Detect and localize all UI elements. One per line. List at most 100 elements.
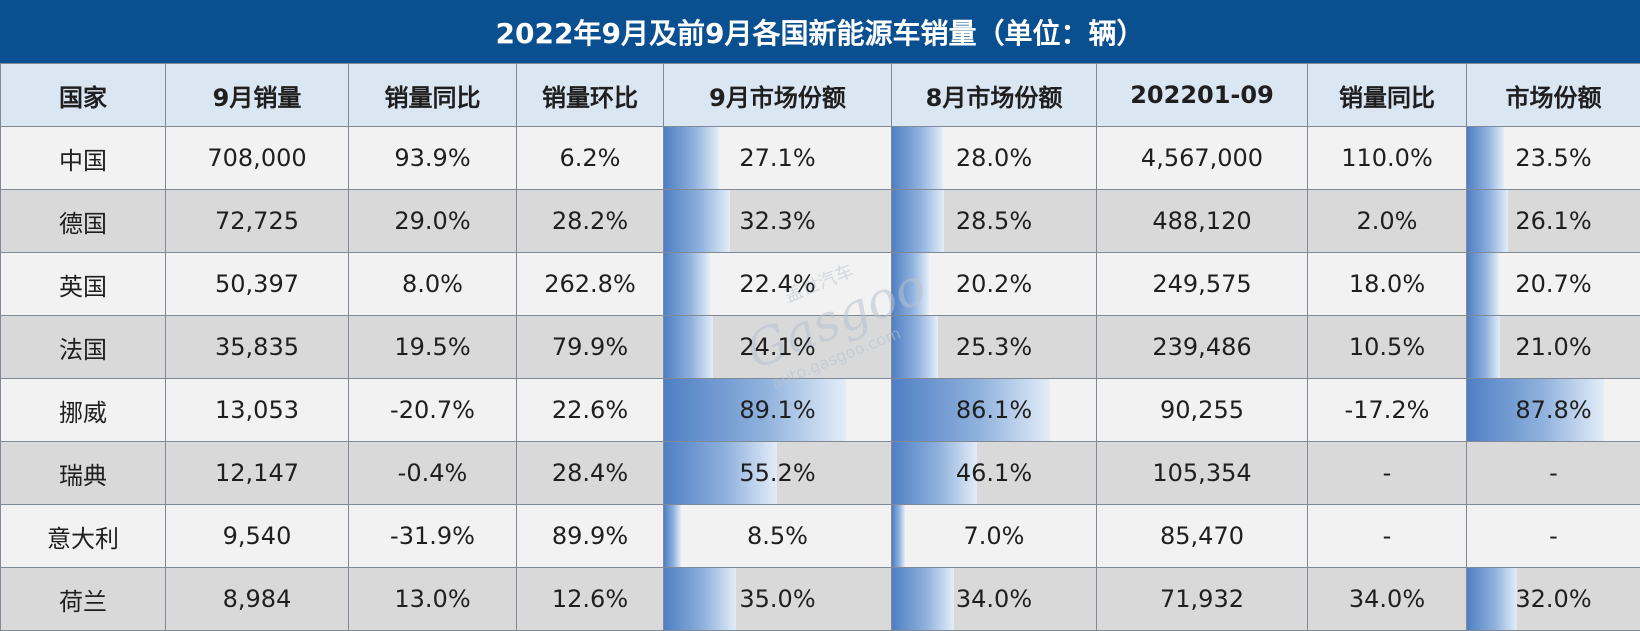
cell-sep-sales: 72,725 bbox=[165, 189, 349, 253]
share-value: 32.3% bbox=[739, 207, 816, 235]
cell-sep-sales: 50,397 bbox=[165, 252, 349, 316]
cell-ytd-sales: 105,354 bbox=[1096, 441, 1308, 505]
cell-aug-share: 86.1% bbox=[891, 378, 1097, 442]
cell-mom: 6.2% bbox=[516, 126, 664, 190]
cell-aug-share: 20.2% bbox=[891, 252, 1097, 316]
share-bar bbox=[892, 379, 1051, 441]
cell-mom: 262.8% bbox=[516, 252, 664, 316]
header-row: 国家 9月销量 销量同比 销量环比 9月市场份额 8月市场份额 202201-0… bbox=[0, 63, 1640, 127]
share-value: 8.5% bbox=[747, 522, 808, 550]
share-value: 28.0% bbox=[955, 144, 1033, 172]
share-value: 28.5% bbox=[955, 207, 1033, 235]
share-bar bbox=[892, 568, 955, 630]
share-value: 20.7% bbox=[1515, 270, 1592, 298]
cell-aug-share: 28.5% bbox=[891, 189, 1097, 253]
share-value: 24.1% bbox=[739, 333, 816, 361]
cell-ytd-yoy: 110.0% bbox=[1307, 126, 1467, 190]
share-bar bbox=[664, 127, 720, 189]
cell-ytd-sales: 71,932 bbox=[1096, 567, 1308, 631]
header-ytd-sales: 202201-09 bbox=[1096, 63, 1308, 127]
share-bar bbox=[892, 253, 930, 315]
cell-country: 法国 bbox=[0, 315, 166, 379]
share-bar bbox=[664, 505, 682, 567]
header-aug-share: 8月市场份额 bbox=[891, 63, 1097, 127]
share-bar bbox=[1467, 316, 1500, 378]
share-value: 87.8% bbox=[1515, 396, 1592, 424]
cell-ytd-sales: 249,575 bbox=[1096, 252, 1308, 316]
table-row: 挪威 13,053 -20.7% 22.6% 89.1% 86.1% 90,255 -17.2… bbox=[0, 378, 1640, 442]
share-value: 21.0% bbox=[1515, 333, 1592, 361]
cell-aug-share: 34.0% bbox=[891, 567, 1097, 631]
share-value: 20.2% bbox=[955, 270, 1033, 298]
share-bar bbox=[664, 316, 714, 378]
header-yoy: 销量同比 bbox=[348, 63, 517, 127]
share-bar bbox=[892, 442, 977, 504]
cell-aug-share: 46.1% bbox=[891, 441, 1097, 505]
header-mom: 销量环比 bbox=[516, 63, 664, 127]
cell-ytd-sales: 85,470 bbox=[1096, 504, 1308, 568]
cell-ytd-yoy: -17.2% bbox=[1307, 378, 1467, 442]
cell-ytd-sales: 239,486 bbox=[1096, 315, 1308, 379]
cell-sep-sales: 708,000 bbox=[165, 126, 349, 190]
share-value: 34.0% bbox=[955, 585, 1033, 613]
share-value: 23.5% bbox=[1515, 144, 1592, 172]
table-row: 法国 35,835 19.5% 79.9% 24.1% 25.3% 239,486 10.5%… bbox=[0, 315, 1640, 379]
cell-yoy: -20.7% bbox=[348, 378, 517, 442]
table-row: 瑞典 12,147 -0.4% 28.4% 55.2% 46.1% 105,354- - bbox=[0, 441, 1640, 505]
cell-ytd-share: 32.0% bbox=[1466, 567, 1640, 631]
cell-ytd-share: 23.5% bbox=[1466, 126, 1640, 190]
cell-yoy: 29.0% bbox=[348, 189, 517, 253]
share-bar bbox=[1467, 568, 1517, 630]
cell-mom: 22.6% bbox=[516, 378, 664, 442]
cell-ytd-share: 26.1% bbox=[1466, 189, 1640, 253]
table-row: 荷兰 8,984 13.0% 12.6% 35.0% 34.0% 71,932 34.0% 32… bbox=[0, 567, 1640, 631]
share-value: 46.1% bbox=[955, 459, 1033, 487]
cell-yoy: -0.4% bbox=[348, 441, 517, 505]
cell-ytd-yoy: 34.0% bbox=[1307, 567, 1467, 631]
table-row: 英国 50,397 8.0% 262.8% 22.4% 20.2% 249,575 18.0%… bbox=[0, 252, 1640, 316]
cell-sep-share: 27.1% bbox=[663, 126, 892, 190]
cell-ytd-share: - bbox=[1466, 504, 1640, 568]
cell-ytd-sales: 4,567,000 bbox=[1096, 126, 1308, 190]
share-value: 32.0% bbox=[1515, 585, 1592, 613]
header-sep-sales: 9月销量 bbox=[165, 63, 349, 127]
cell-sep-share: 24.1% bbox=[663, 315, 892, 379]
share-bar bbox=[664, 568, 736, 630]
cell-yoy: 13.0% bbox=[348, 567, 517, 631]
share-value: 22.4% bbox=[739, 270, 816, 298]
cell-mom: 28.2% bbox=[516, 189, 664, 253]
table-body: 中国 708,000 93.9% 6.2% 27.1% 28.0% 4,567,000 110… bbox=[0, 126, 1640, 631]
share-bar bbox=[892, 316, 939, 378]
share-bar bbox=[664, 442, 777, 504]
cell-ytd-share: - bbox=[1466, 441, 1640, 505]
share-bar bbox=[1467, 190, 1508, 252]
cell-ytd-share: 87.8% bbox=[1466, 378, 1640, 442]
share-value: 26.1% bbox=[1515, 207, 1592, 235]
share-bar bbox=[892, 505, 905, 567]
cell-country: 中国 bbox=[0, 126, 166, 190]
header-ytd-share: 市场份额 bbox=[1466, 63, 1640, 127]
cell-aug-share: 7.0% bbox=[891, 504, 1097, 568]
share-value: 27.1% bbox=[739, 144, 816, 172]
cell-sep-sales: 35,835 bbox=[165, 315, 349, 379]
share-bar bbox=[664, 253, 710, 315]
cell-aug-share: 28.0% bbox=[891, 126, 1097, 190]
cell-country: 挪威 bbox=[0, 378, 166, 442]
cell-country: 荷兰 bbox=[0, 567, 166, 631]
cell-sep-share: 32.3% bbox=[663, 189, 892, 253]
share-bar bbox=[664, 379, 847, 441]
share-value: 35.0% bbox=[739, 585, 816, 613]
cell-sep-share: 55.2% bbox=[663, 441, 892, 505]
cell-country: 英国 bbox=[0, 252, 166, 316]
cell-sep-share: 35.0% bbox=[663, 567, 892, 631]
cell-yoy: 8.0% bbox=[348, 252, 517, 316]
cell-mom: 79.9% bbox=[516, 315, 664, 379]
cell-aug-share: 25.3% bbox=[891, 315, 1097, 379]
cell-ytd-yoy: 10.5% bbox=[1307, 315, 1467, 379]
header-ytd-yoy: 销量同比 bbox=[1307, 63, 1467, 127]
cell-country: 意大利 bbox=[0, 504, 166, 568]
cell-ytd-sales: 488,120 bbox=[1096, 189, 1308, 253]
table-row: 德国 72,725 29.0% 28.2% 32.3% 28.5% 488,120 2.0% 2… bbox=[0, 189, 1640, 253]
cell-ytd-yoy: 2.0% bbox=[1307, 189, 1467, 253]
share-bar bbox=[664, 190, 730, 252]
